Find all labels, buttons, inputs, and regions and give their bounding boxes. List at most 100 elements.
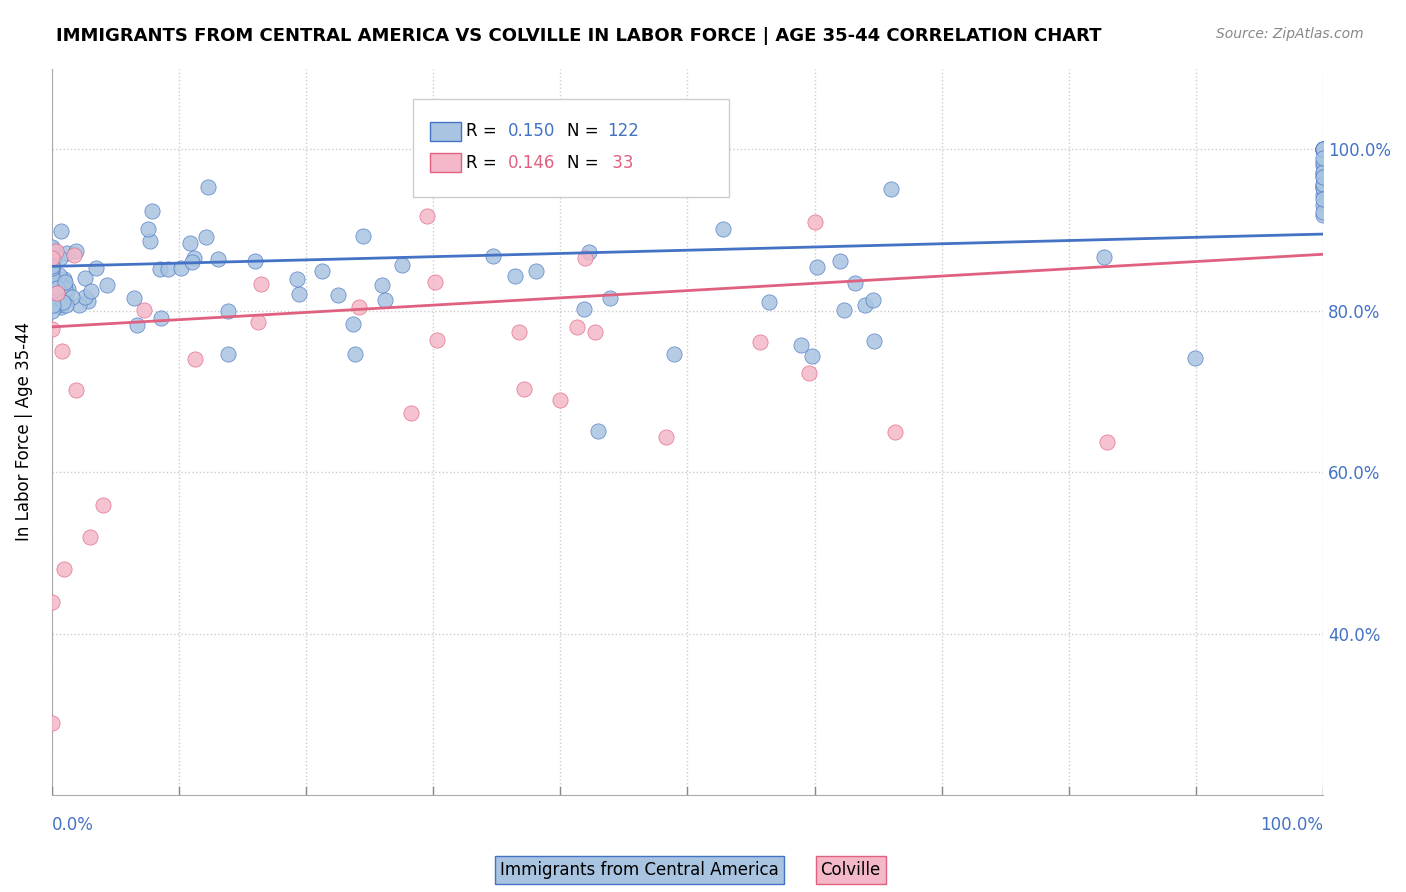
Point bbox=[790, 337, 813, 351]
Point bbox=[1312, 158, 1334, 172]
Point bbox=[44, 277, 66, 291]
Point bbox=[41, 715, 63, 730]
Point bbox=[391, 258, 413, 272]
Point bbox=[49, 252, 72, 266]
Point bbox=[1312, 178, 1334, 192]
Point bbox=[79, 530, 101, 544]
Point bbox=[588, 424, 610, 438]
Point bbox=[184, 351, 207, 366]
Text: 33: 33 bbox=[607, 153, 633, 171]
Point bbox=[46, 285, 69, 300]
Y-axis label: In Labor Force | Age 35-44: In Labor Force | Age 35-44 bbox=[15, 322, 32, 541]
Point bbox=[41, 304, 63, 318]
Point bbox=[41, 298, 63, 312]
Point bbox=[1312, 205, 1334, 219]
Point bbox=[342, 317, 364, 331]
Point bbox=[834, 303, 856, 318]
Point bbox=[41, 247, 63, 261]
Point bbox=[1095, 435, 1118, 450]
Point bbox=[96, 278, 118, 293]
Text: N =: N = bbox=[568, 122, 605, 140]
Point bbox=[41, 252, 63, 267]
Point bbox=[84, 260, 107, 275]
Text: Colville: Colville bbox=[821, 861, 880, 879]
Point bbox=[862, 293, 884, 308]
Point bbox=[1312, 166, 1334, 180]
Point bbox=[53, 275, 76, 289]
Point bbox=[1312, 193, 1334, 207]
Point bbox=[56, 246, 79, 260]
Point bbox=[1312, 180, 1334, 194]
Point bbox=[51, 344, 73, 359]
Point bbox=[371, 278, 394, 293]
Point bbox=[567, 319, 589, 334]
Point bbox=[41, 243, 63, 257]
Point bbox=[806, 260, 828, 274]
Point bbox=[41, 278, 63, 293]
Point bbox=[217, 347, 239, 361]
Point bbox=[1312, 142, 1334, 156]
Point bbox=[139, 234, 162, 248]
Point bbox=[125, 318, 148, 333]
Point bbox=[1312, 165, 1334, 179]
Point bbox=[41, 272, 63, 286]
Point bbox=[1312, 142, 1334, 156]
Point bbox=[285, 272, 308, 286]
Point bbox=[1312, 144, 1334, 158]
Point bbox=[1312, 142, 1334, 156]
Point bbox=[1312, 142, 1334, 156]
Point bbox=[572, 302, 595, 317]
Point bbox=[830, 253, 852, 268]
Point bbox=[1312, 208, 1334, 222]
Point bbox=[41, 263, 63, 277]
Point bbox=[374, 293, 396, 308]
Text: Immigrants from Central America: Immigrants from Central America bbox=[501, 861, 779, 879]
Point bbox=[505, 268, 527, 283]
Point bbox=[425, 275, 447, 289]
Point bbox=[132, 303, 155, 318]
Text: R =: R = bbox=[467, 153, 502, 171]
Point bbox=[183, 251, 205, 265]
Point bbox=[247, 315, 270, 329]
Text: 122: 122 bbox=[607, 122, 638, 140]
Point bbox=[42, 292, 65, 306]
Point bbox=[343, 347, 366, 361]
Point bbox=[326, 288, 349, 302]
Point bbox=[583, 326, 606, 340]
Text: N =: N = bbox=[568, 153, 605, 171]
Point bbox=[1312, 169, 1334, 184]
Point bbox=[53, 562, 76, 576]
Text: 0.0%: 0.0% bbox=[52, 815, 94, 833]
Point bbox=[662, 347, 685, 361]
Point bbox=[711, 221, 734, 235]
Point bbox=[800, 350, 823, 364]
Point bbox=[1312, 178, 1334, 192]
Point bbox=[53, 272, 76, 286]
Point bbox=[53, 282, 76, 296]
Point bbox=[49, 224, 72, 238]
Point bbox=[880, 182, 903, 196]
Point bbox=[249, 277, 271, 292]
Point bbox=[41, 322, 63, 336]
Point bbox=[1312, 152, 1334, 166]
Point bbox=[508, 325, 530, 339]
Point bbox=[804, 215, 827, 229]
Point bbox=[863, 334, 886, 348]
Point bbox=[1094, 250, 1116, 264]
Point bbox=[197, 180, 219, 194]
Point bbox=[46, 298, 69, 312]
Point bbox=[65, 383, 87, 397]
Point bbox=[352, 229, 374, 244]
Point bbox=[548, 393, 571, 408]
Point bbox=[55, 298, 77, 312]
Point bbox=[44, 291, 66, 305]
Point bbox=[41, 594, 63, 608]
Point bbox=[758, 295, 780, 310]
Point bbox=[243, 254, 266, 268]
Point bbox=[844, 276, 866, 290]
Point bbox=[524, 263, 547, 277]
Point bbox=[149, 310, 172, 325]
Point bbox=[149, 262, 172, 277]
Text: IMMIGRANTS FROM CENTRAL AMERICA VS COLVILLE IN LABOR FORCE | AGE 35-44 CORRELATI: IMMIGRANTS FROM CENTRAL AMERICA VS COLVI… bbox=[56, 27, 1102, 45]
Text: 0.146: 0.146 bbox=[509, 153, 555, 171]
